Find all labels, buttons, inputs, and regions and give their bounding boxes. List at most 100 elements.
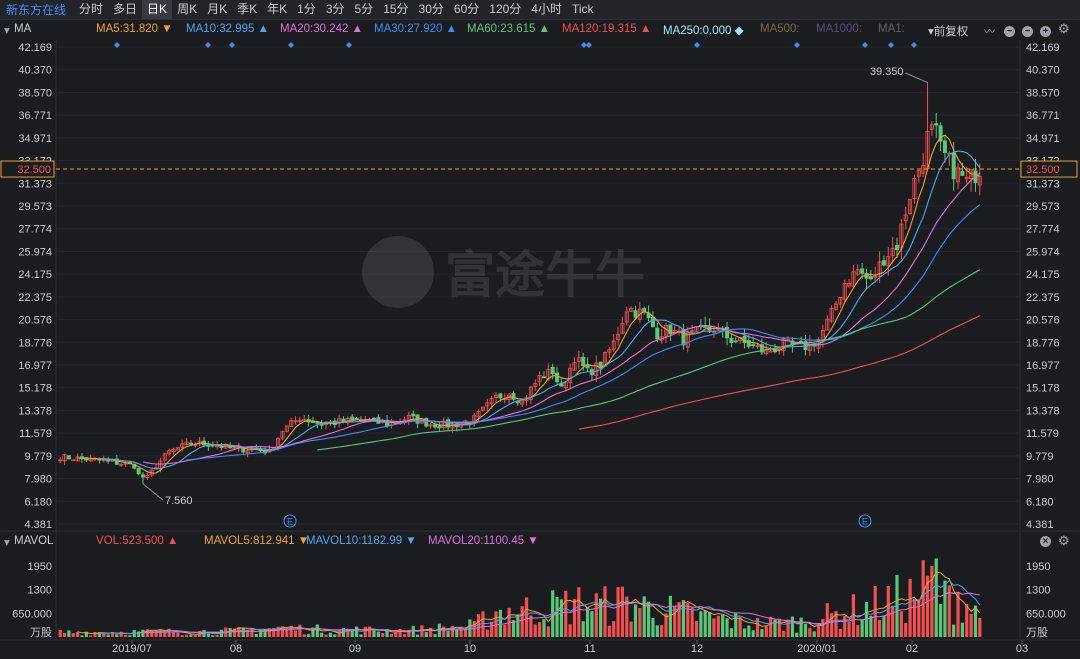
volume-gear-icon[interactable]: ⚙ xyxy=(1058,533,1070,548)
current-price-box-left xyxy=(0,160,55,178)
price-tick-label-left: 7.980 xyxy=(24,474,52,486)
volume-bar xyxy=(738,617,742,637)
candle-body xyxy=(437,425,442,429)
candle-body xyxy=(633,310,638,318)
stock-name[interactable]: 新东方在线 xyxy=(6,3,67,17)
price-tick-label-left: 9.779 xyxy=(24,451,52,463)
volume-bar xyxy=(873,585,877,637)
tab-timeframe-14[interactable]: 4小时 xyxy=(531,2,562,16)
adjust-dropdown[interactable]: ▾前复权 xyxy=(928,26,969,38)
event-marker-icon xyxy=(283,514,297,528)
volume-bar xyxy=(459,626,463,637)
tab-timeframe-8[interactable]: 3分 xyxy=(325,2,345,16)
candle-body xyxy=(624,311,629,323)
volume-bar xyxy=(97,632,102,637)
volume-bar xyxy=(830,613,834,637)
tab-timeframe-13[interactable]: 120分 xyxy=(489,2,522,16)
candle-body xyxy=(781,338,786,352)
volume-bar xyxy=(633,604,638,637)
price-tick-label-right: 42.169 xyxy=(1026,42,1060,54)
candle-body xyxy=(916,170,921,177)
volume-bar xyxy=(555,597,559,637)
tab-timeframe-12[interactable]: 60分 xyxy=(453,2,480,16)
tab-timeframe-0[interactable]: 分时 xyxy=(79,2,104,16)
price-tick-label-right: 40.370 xyxy=(1026,65,1060,77)
candle-body xyxy=(755,345,760,347)
tab-timeframe-3[interactable]: 周K xyxy=(177,2,198,16)
volume-bar xyxy=(760,629,764,637)
volume-bar xyxy=(851,594,856,637)
candle-body xyxy=(245,450,250,454)
price-tick-label-left: 34.971 xyxy=(18,133,52,145)
volume-bar xyxy=(232,628,237,637)
tab-timeframe-15[interactable]: Tick xyxy=(571,2,594,16)
candle-body xyxy=(873,275,878,278)
volume-bar xyxy=(259,630,263,637)
tab-timeframe-11[interactable]: 30分 xyxy=(418,2,444,16)
volume-bar xyxy=(960,622,964,637)
ma-legend-label: MA xyxy=(14,23,32,35)
volume-bar xyxy=(646,601,651,637)
volume-bar xyxy=(590,611,594,637)
candle-body xyxy=(528,386,533,400)
volume-bar xyxy=(394,632,398,637)
x-tick-label: 08 xyxy=(230,643,242,655)
volume-bar xyxy=(302,634,306,637)
volume-bar xyxy=(969,613,973,637)
candle-body xyxy=(215,445,220,448)
candle-body xyxy=(297,420,302,422)
mavol10-line xyxy=(99,580,981,635)
volume-bar xyxy=(533,624,537,637)
candle-body xyxy=(951,152,956,180)
volume-bars xyxy=(58,558,982,637)
ma-marker-icon xyxy=(888,42,894,48)
volume-bar xyxy=(307,634,311,637)
tab-timeframe-2[interactable]: 日K xyxy=(142,0,173,19)
tab-timeframe-6[interactable]: 年K xyxy=(267,2,288,16)
volume-bar xyxy=(267,628,271,637)
vol-collapse-icon[interactable]: ▾ xyxy=(4,537,10,549)
price-tick-label-right: 25.974 xyxy=(1026,246,1060,258)
volume-bar xyxy=(930,566,934,637)
volume-bar xyxy=(677,602,681,637)
ma-collapse-icon[interactable]: ▾ xyxy=(4,25,10,37)
tab-timeframe-5[interactable]: 季K xyxy=(237,2,258,16)
ma20-line xyxy=(142,172,981,465)
volume-bar xyxy=(734,613,738,637)
price-tick-label-left: 13.378 xyxy=(18,405,52,417)
volume-bar xyxy=(821,618,825,637)
volume-bar xyxy=(529,615,533,637)
volume-bar xyxy=(943,580,947,637)
candle-body xyxy=(476,411,481,417)
candle-body xyxy=(402,419,407,422)
price-tick-label-left: 22.375 xyxy=(18,292,52,304)
tab-timeframe-10[interactable]: 15分 xyxy=(383,2,409,16)
price-tick-label-left: 29.573 xyxy=(18,201,52,213)
candle-body xyxy=(655,327,660,340)
tab-timeframe-4[interactable]: 月K xyxy=(207,2,228,16)
volume-bar xyxy=(511,620,516,637)
x-tick-label: 03 xyxy=(1016,643,1028,655)
gear-icon[interactable]: ⚙ xyxy=(1058,21,1070,36)
volume-legend-label: MAVOL xyxy=(14,535,54,547)
volume-bar xyxy=(167,628,171,637)
ma-legend-item-2: MA20:30.242 ▲ xyxy=(280,23,363,35)
candle-body xyxy=(550,366,555,375)
candle-body xyxy=(668,324,673,335)
candle-body xyxy=(62,454,67,462)
price-tick-label-left: 42.169 xyxy=(18,42,52,54)
candle-body xyxy=(175,447,180,451)
tab-timeframe-9[interactable]: 5分 xyxy=(354,2,374,16)
volume-bar xyxy=(498,609,502,637)
volume-bar xyxy=(904,623,908,637)
tab-timeframe-1[interactable]: 多日 xyxy=(113,2,138,16)
volume-bar xyxy=(886,585,890,637)
tab-timeframe-7[interactable]: 1分 xyxy=(297,2,316,16)
volume-bar xyxy=(171,632,176,637)
volume-bar xyxy=(398,628,402,637)
price-tick-label-left: 11.579 xyxy=(19,428,52,440)
chart-settings-icon[interactable]: 〰 xyxy=(984,26,995,38)
volume-bar xyxy=(599,598,603,637)
candle-body xyxy=(733,340,738,343)
